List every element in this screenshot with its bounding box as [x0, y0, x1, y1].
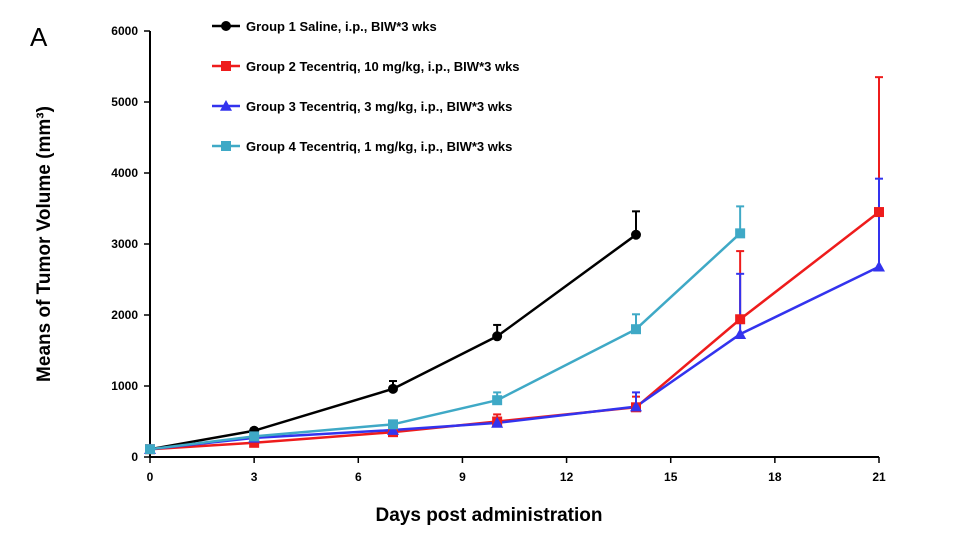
group-4-point — [631, 324, 641, 335]
panel-label: A — [30, 22, 48, 52]
series-markers — [144, 207, 885, 455]
group-4-line — [149, 232, 741, 451]
legend-group-3-label: Group 3 Tecentriq, 3 mg/kg, i.p., BIW*3 … — [246, 99, 512, 114]
error-bars — [250, 76, 883, 443]
group-4-point — [735, 228, 746, 239]
x-tick-label: 3 — [251, 470, 258, 484]
group-3-point — [734, 328, 747, 339]
group-2-point — [735, 314, 746, 325]
y-tick-label: 3000 — [111, 237, 138, 251]
x-tick-label: 12 — [560, 470, 574, 484]
legend-group-2-label: Group 2 Tecentriq, 10 mg/kg, i.p., BIW*3… — [246, 59, 520, 74]
group-2-point — [249, 437, 260, 448]
y-tick-label: 5000 — [111, 95, 138, 109]
y-axis-title: Means of Tumor Volume (mm³) — [34, 106, 55, 382]
y-tick-label: 2000 — [111, 308, 138, 322]
group-4-point — [249, 431, 260, 442]
x-tick-label: 18 — [768, 470, 782, 484]
group-4-point — [388, 419, 398, 430]
legend: Group 1 Saline, i.p., BIW*3 wks Group 2 T… — [212, 19, 520, 154]
group-3-line — [149, 265, 880, 451]
x-tick-label: 6 — [355, 470, 362, 484]
x-tick-label: 9 — [459, 470, 466, 484]
legend-group-3-marker — [220, 100, 232, 111]
x-tick-label: 21 — [872, 470, 886, 484]
legend-group-1-marker — [221, 21, 231, 31]
axes: 0 1000 2000 3000 4000 5000 6000 0 3 6 9 12 15 18 21 — [111, 24, 886, 484]
legend-group-2-marker — [221, 61, 231, 71]
x-tick-label: 15 — [664, 470, 678, 484]
group-4-point — [145, 444, 155, 455]
group-2-point — [874, 207, 884, 218]
legend-group-1-label: Group 1 Saline, i.p., BIW*3 wks — [246, 19, 437, 34]
group-3-point — [491, 416, 504, 428]
group-3-point — [630, 400, 642, 412]
x-axis-title: Days post administration — [376, 505, 603, 526]
group-2-line — [149, 211, 880, 451]
y-tick-label: 6000 — [111, 24, 138, 38]
group-3-point — [873, 260, 885, 272]
x-tick-label: 0 — [147, 470, 154, 484]
legend-group-4-marker — [221, 141, 231, 151]
y-tick-label: 4000 — [111, 166, 138, 180]
legend-group-4-label: Group 4 Tecentriq, 1 mg/kg, i.p., BIW*3 … — [246, 139, 512, 154]
group-4-point — [492, 395, 503, 406]
group-1-point — [492, 331, 503, 342]
group-3-point — [387, 424, 399, 435]
group-1-line — [149, 233, 637, 451]
group-1-point — [631, 229, 641, 240]
y-tick-label: 1000 — [111, 379, 138, 393]
series-lines — [149, 211, 880, 451]
y-tick-label: 0 — [131, 450, 138, 464]
group-1-point — [388, 383, 398, 394]
